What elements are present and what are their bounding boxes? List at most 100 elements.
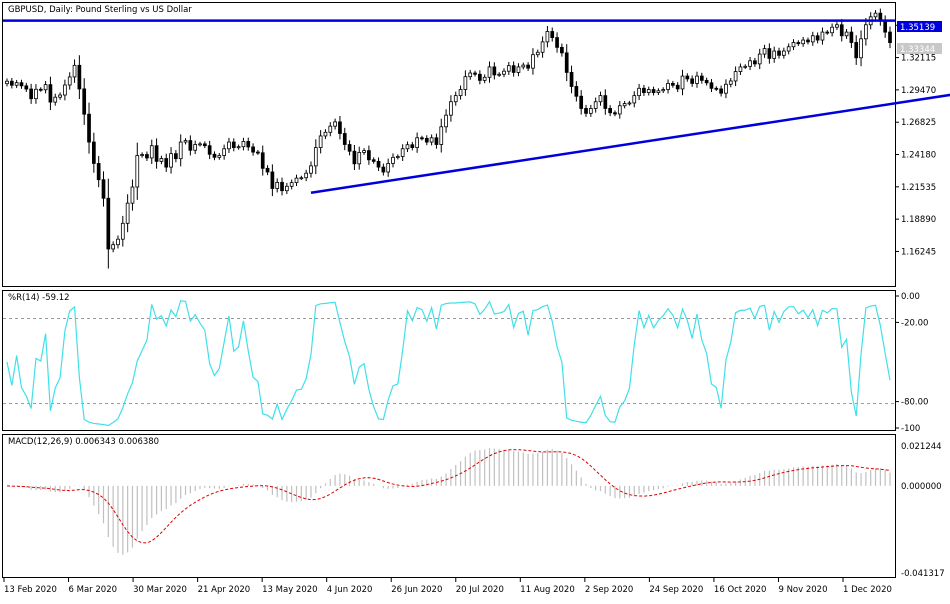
candle-body bbox=[236, 146, 241, 149]
candle bbox=[806, 37, 810, 45]
candle bbox=[550, 27, 555, 42]
candle-body bbox=[116, 238, 120, 246]
candle-body bbox=[424, 137, 429, 143]
candle-body bbox=[632, 95, 637, 104]
candle-body bbox=[511, 65, 516, 73]
candle bbox=[19, 79, 24, 89]
trend-lines[interactable] bbox=[3, 19, 950, 194]
candle-body bbox=[5, 80, 9, 85]
candle-body bbox=[675, 84, 680, 90]
candle-body bbox=[362, 150, 366, 153]
candle-body bbox=[38, 88, 43, 91]
candle-body bbox=[77, 64, 82, 90]
candle bbox=[376, 157, 381, 171]
x-tick-label: 16 Oct 2020 bbox=[714, 585, 767, 595]
candle-body bbox=[680, 75, 685, 90]
candle bbox=[395, 154, 400, 160]
candle bbox=[43, 81, 48, 94]
candle bbox=[743, 64, 748, 69]
candle bbox=[569, 65, 574, 94]
macd-series bbox=[6, 448, 891, 555]
candle-body bbox=[395, 156, 400, 158]
candle-body bbox=[135, 155, 140, 188]
candle-body bbox=[492, 66, 497, 76]
x-tick-label: 21 Apr 2020 bbox=[198, 585, 251, 595]
candle-body bbox=[656, 90, 661, 93]
candle bbox=[695, 71, 699, 88]
candle bbox=[130, 179, 135, 211]
candle-body bbox=[111, 244, 116, 250]
candle-body bbox=[371, 159, 376, 162]
candle bbox=[564, 44, 569, 82]
candle bbox=[719, 85, 723, 97]
candle-body bbox=[275, 181, 280, 189]
candle-body bbox=[48, 84, 53, 103]
candle bbox=[48, 76, 53, 111]
candle-body bbox=[617, 105, 622, 115]
candle bbox=[666, 79, 670, 94]
candle bbox=[709, 79, 714, 93]
candle-body bbox=[174, 153, 178, 160]
candle-body bbox=[304, 172, 309, 179]
candle bbox=[169, 147, 173, 174]
candle bbox=[14, 79, 19, 88]
x-tick-label: 24 Sep 2020 bbox=[649, 585, 703, 595]
candle-body bbox=[217, 155, 222, 158]
candle-body bbox=[154, 145, 159, 162]
candle-body bbox=[357, 152, 362, 165]
candle bbox=[231, 138, 236, 152]
candles bbox=[5, 8, 892, 269]
macd-tick-label: -0.041317 bbox=[901, 569, 945, 579]
candle bbox=[526, 62, 530, 72]
support-trendline bbox=[310, 93, 950, 194]
candle-body bbox=[130, 186, 135, 204]
candle-body bbox=[839, 24, 844, 37]
candle bbox=[188, 135, 193, 156]
candle-body bbox=[72, 64, 77, 78]
candle-body bbox=[526, 64, 530, 69]
candle-body bbox=[458, 89, 463, 97]
candle bbox=[72, 59, 77, 83]
wpr-tick-label: -100 bbox=[901, 424, 920, 434]
candle bbox=[714, 86, 719, 91]
candle bbox=[304, 169, 309, 182]
candle-body bbox=[709, 82, 714, 89]
wpr-series bbox=[6, 299, 891, 427]
candle-body bbox=[463, 76, 468, 90]
candle-body bbox=[260, 152, 265, 169]
candle-body bbox=[82, 88, 87, 115]
candle-body bbox=[796, 42, 801, 45]
candle bbox=[453, 91, 458, 106]
candle-body bbox=[801, 39, 805, 45]
candle bbox=[439, 118, 444, 153]
candle bbox=[174, 150, 178, 163]
candle-body bbox=[864, 24, 868, 40]
candle bbox=[511, 61, 516, 77]
candle-body bbox=[661, 89, 666, 92]
candle bbox=[482, 74, 487, 84]
candle-body bbox=[748, 60, 752, 67]
candle bbox=[313, 139, 318, 175]
candle-body bbox=[299, 177, 304, 180]
candle-body bbox=[781, 50, 786, 56]
candle-body bbox=[106, 197, 111, 250]
candle bbox=[825, 30, 830, 35]
candle-body bbox=[728, 80, 733, 85]
candle-body bbox=[333, 121, 337, 127]
candle-body bbox=[212, 153, 217, 158]
candle-body bbox=[608, 108, 612, 114]
candle-body bbox=[313, 147, 318, 167]
candle bbox=[675, 82, 680, 93]
candle bbox=[275, 178, 280, 193]
candle-body bbox=[294, 177, 299, 184]
candle bbox=[777, 47, 781, 59]
x-tick-label: 11 Aug 2020 bbox=[520, 585, 574, 595]
candle bbox=[560, 43, 564, 57]
candle-body bbox=[502, 70, 506, 75]
candle-body bbox=[666, 83, 670, 90]
candle-body bbox=[270, 171, 275, 189]
candle-body bbox=[415, 137, 419, 148]
x-tick-label: 13 May 2020 bbox=[262, 585, 317, 595]
candle-body bbox=[646, 89, 651, 93]
